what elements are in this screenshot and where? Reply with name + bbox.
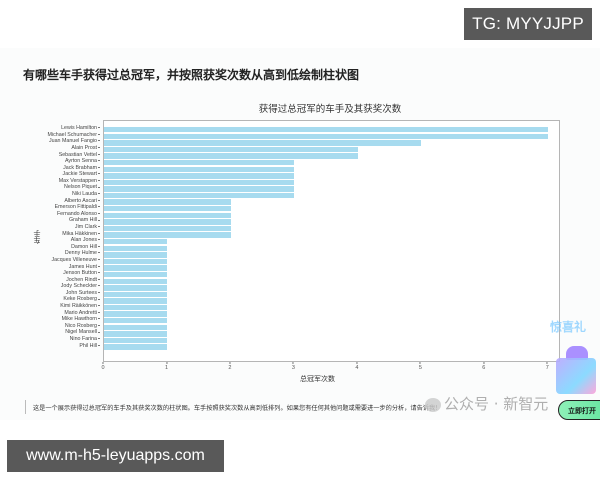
- y-tick-label: Damon Hill: [71, 244, 100, 251]
- bar: [104, 318, 168, 324]
- bar: [104, 271, 168, 278]
- x-tick-label: 1: [165, 362, 168, 371]
- y-tick-label: Max Verstappen: [59, 178, 100, 185]
- bar: [104, 153, 358, 159]
- y-tick-label: Alain Prost: [71, 145, 100, 152]
- y-tick-label: John Surtees: [66, 290, 100, 297]
- x-tick-label: 7: [546, 362, 549, 371]
- bar: [104, 159, 295, 166]
- bar: [104, 311, 168, 317]
- bar: [104, 219, 231, 225]
- y-tick-label: Nigel Mansell: [65, 329, 100, 336]
- y-tick-label: Michael Schumacher: [48, 132, 100, 139]
- site-watermark-badge: www.m-h5-leyuapps.com: [7, 440, 224, 472]
- wechat-label: 公众号 · 新智元: [444, 395, 549, 413]
- bar: [104, 212, 231, 219]
- bar: [104, 331, 168, 337]
- y-tick-label: Nelson Piquet: [64, 184, 100, 191]
- x-tick-label: 4: [355, 362, 358, 371]
- bar: [104, 173, 295, 179]
- bar: [104, 265, 168, 271]
- bar: [104, 291, 168, 298]
- gift-box: [556, 358, 596, 394]
- bar: [104, 232, 231, 238]
- x-axis-title: 总冠军次数: [300, 375, 335, 383]
- y-tick-label: Kimi Räikkönen: [60, 303, 100, 310]
- x-tick-label: 6: [482, 362, 485, 371]
- bar: [104, 304, 168, 311]
- y-tick-label: Ayrton Senna: [65, 158, 100, 165]
- y-tick-label: Denny Hulme: [65, 250, 100, 257]
- gift-ribbon: [566, 346, 588, 360]
- bar: [104, 298, 168, 304]
- y-tick-label: Mike Hawthorn: [62, 316, 100, 323]
- y-axis-labels: Lewis Hamilton Michael Schumacher Juan Man…: [0, 120, 100, 362]
- bar: [104, 140, 422, 146]
- bar: [104, 166, 295, 172]
- bar: [104, 324, 168, 331]
- y-tick-label: Jackie Stewart: [63, 171, 100, 178]
- bar: [104, 285, 168, 291]
- x-tick-label: 5: [419, 362, 422, 371]
- y-tick-label: Jacques Villeneuve: [51, 257, 100, 264]
- y-tick-label: Alan Jones: [71, 237, 100, 244]
- y-tick-label: Jody Scheckter: [61, 283, 100, 290]
- y-tick-label: Juan Manuel Fangio: [49, 138, 100, 145]
- y-tick-label: Phil Hill: [79, 343, 100, 350]
- y-tick-label: Jochen Rindt: [66, 277, 100, 284]
- y-tick-label: Mario Andretti: [64, 310, 100, 317]
- x-tick-label: 2: [228, 362, 231, 371]
- bar: [104, 252, 168, 258]
- y-tick-label: Nico Rosberg: [65, 323, 100, 330]
- bar: [104, 133, 549, 139]
- bar: [104, 239, 168, 245]
- y-tick-label: Niki Lauda: [72, 191, 100, 198]
- bar: [104, 146, 358, 153]
- chart-title: 获得过总冠军的车手及其获奖次数: [258, 104, 402, 115]
- y-tick-label: Nino Farina: [70, 336, 100, 343]
- y-tick-label: Fernando Alonso: [57, 211, 100, 218]
- chart-description: 这是一个展示获得过总冠军的车手及其获奖次数的柱状图。车手按照获奖次数从高到低排列…: [33, 405, 442, 412]
- y-tick-label: Jenson Button: [63, 270, 100, 277]
- bar: [104, 344, 168, 350]
- y-tick-label: Lewis Hamilton: [61, 125, 100, 132]
- bar: [104, 258, 168, 265]
- bar: [104, 199, 231, 205]
- bar: [104, 225, 231, 232]
- bar: [104, 127, 549, 133]
- promo-text: 惊喜礼: [550, 320, 587, 334]
- y-tick-label: Graham Hill: [69, 217, 100, 224]
- y-axis-title: 车手: [33, 230, 41, 244]
- gift-box-icon[interactable]: [552, 340, 600, 400]
- y-tick-label: Jack Brabham: [63, 165, 100, 172]
- y-tick-label: Alberto Ascari: [64, 198, 100, 205]
- wechat-icon: [425, 397, 441, 412]
- bar: [104, 278, 168, 284]
- bar: [104, 192, 295, 199]
- bar: [104, 206, 231, 212]
- bar: [104, 245, 168, 251]
- x-axis-ticks: 0 1 2 3 4 5 6 7: [101, 362, 560, 376]
- bar: [104, 186, 295, 192]
- y-tick-label: Emerson Fittipaldi: [55, 204, 100, 211]
- open-now-button[interactable]: 立即打开: [558, 400, 600, 420]
- tg-watermark-badge: TG: MYYJJPP: [464, 8, 592, 40]
- user-question: 有哪些车手获得过总冠军，并按照获奖次数从高到低绘制柱状图: [23, 68, 360, 82]
- bar-chart-plot: [103, 120, 560, 362]
- y-tick-label: Jim Clark: [75, 224, 100, 231]
- y-tick-label: Keke Rosberg: [63, 296, 100, 303]
- bar: [104, 179, 295, 186]
- x-tick-label: 0: [101, 362, 104, 371]
- wechat-watermark: 公众号 · 新智元: [425, 393, 548, 414]
- x-tick-label: 3: [292, 362, 295, 371]
- y-tick-label: Sebastian Vettel: [59, 152, 100, 159]
- y-tick-label: Mika Häkkinen: [62, 231, 100, 238]
- bar: [104, 337, 168, 344]
- quote-divider: [25, 400, 26, 414]
- y-tick-label: James Hunt: [69, 264, 100, 271]
